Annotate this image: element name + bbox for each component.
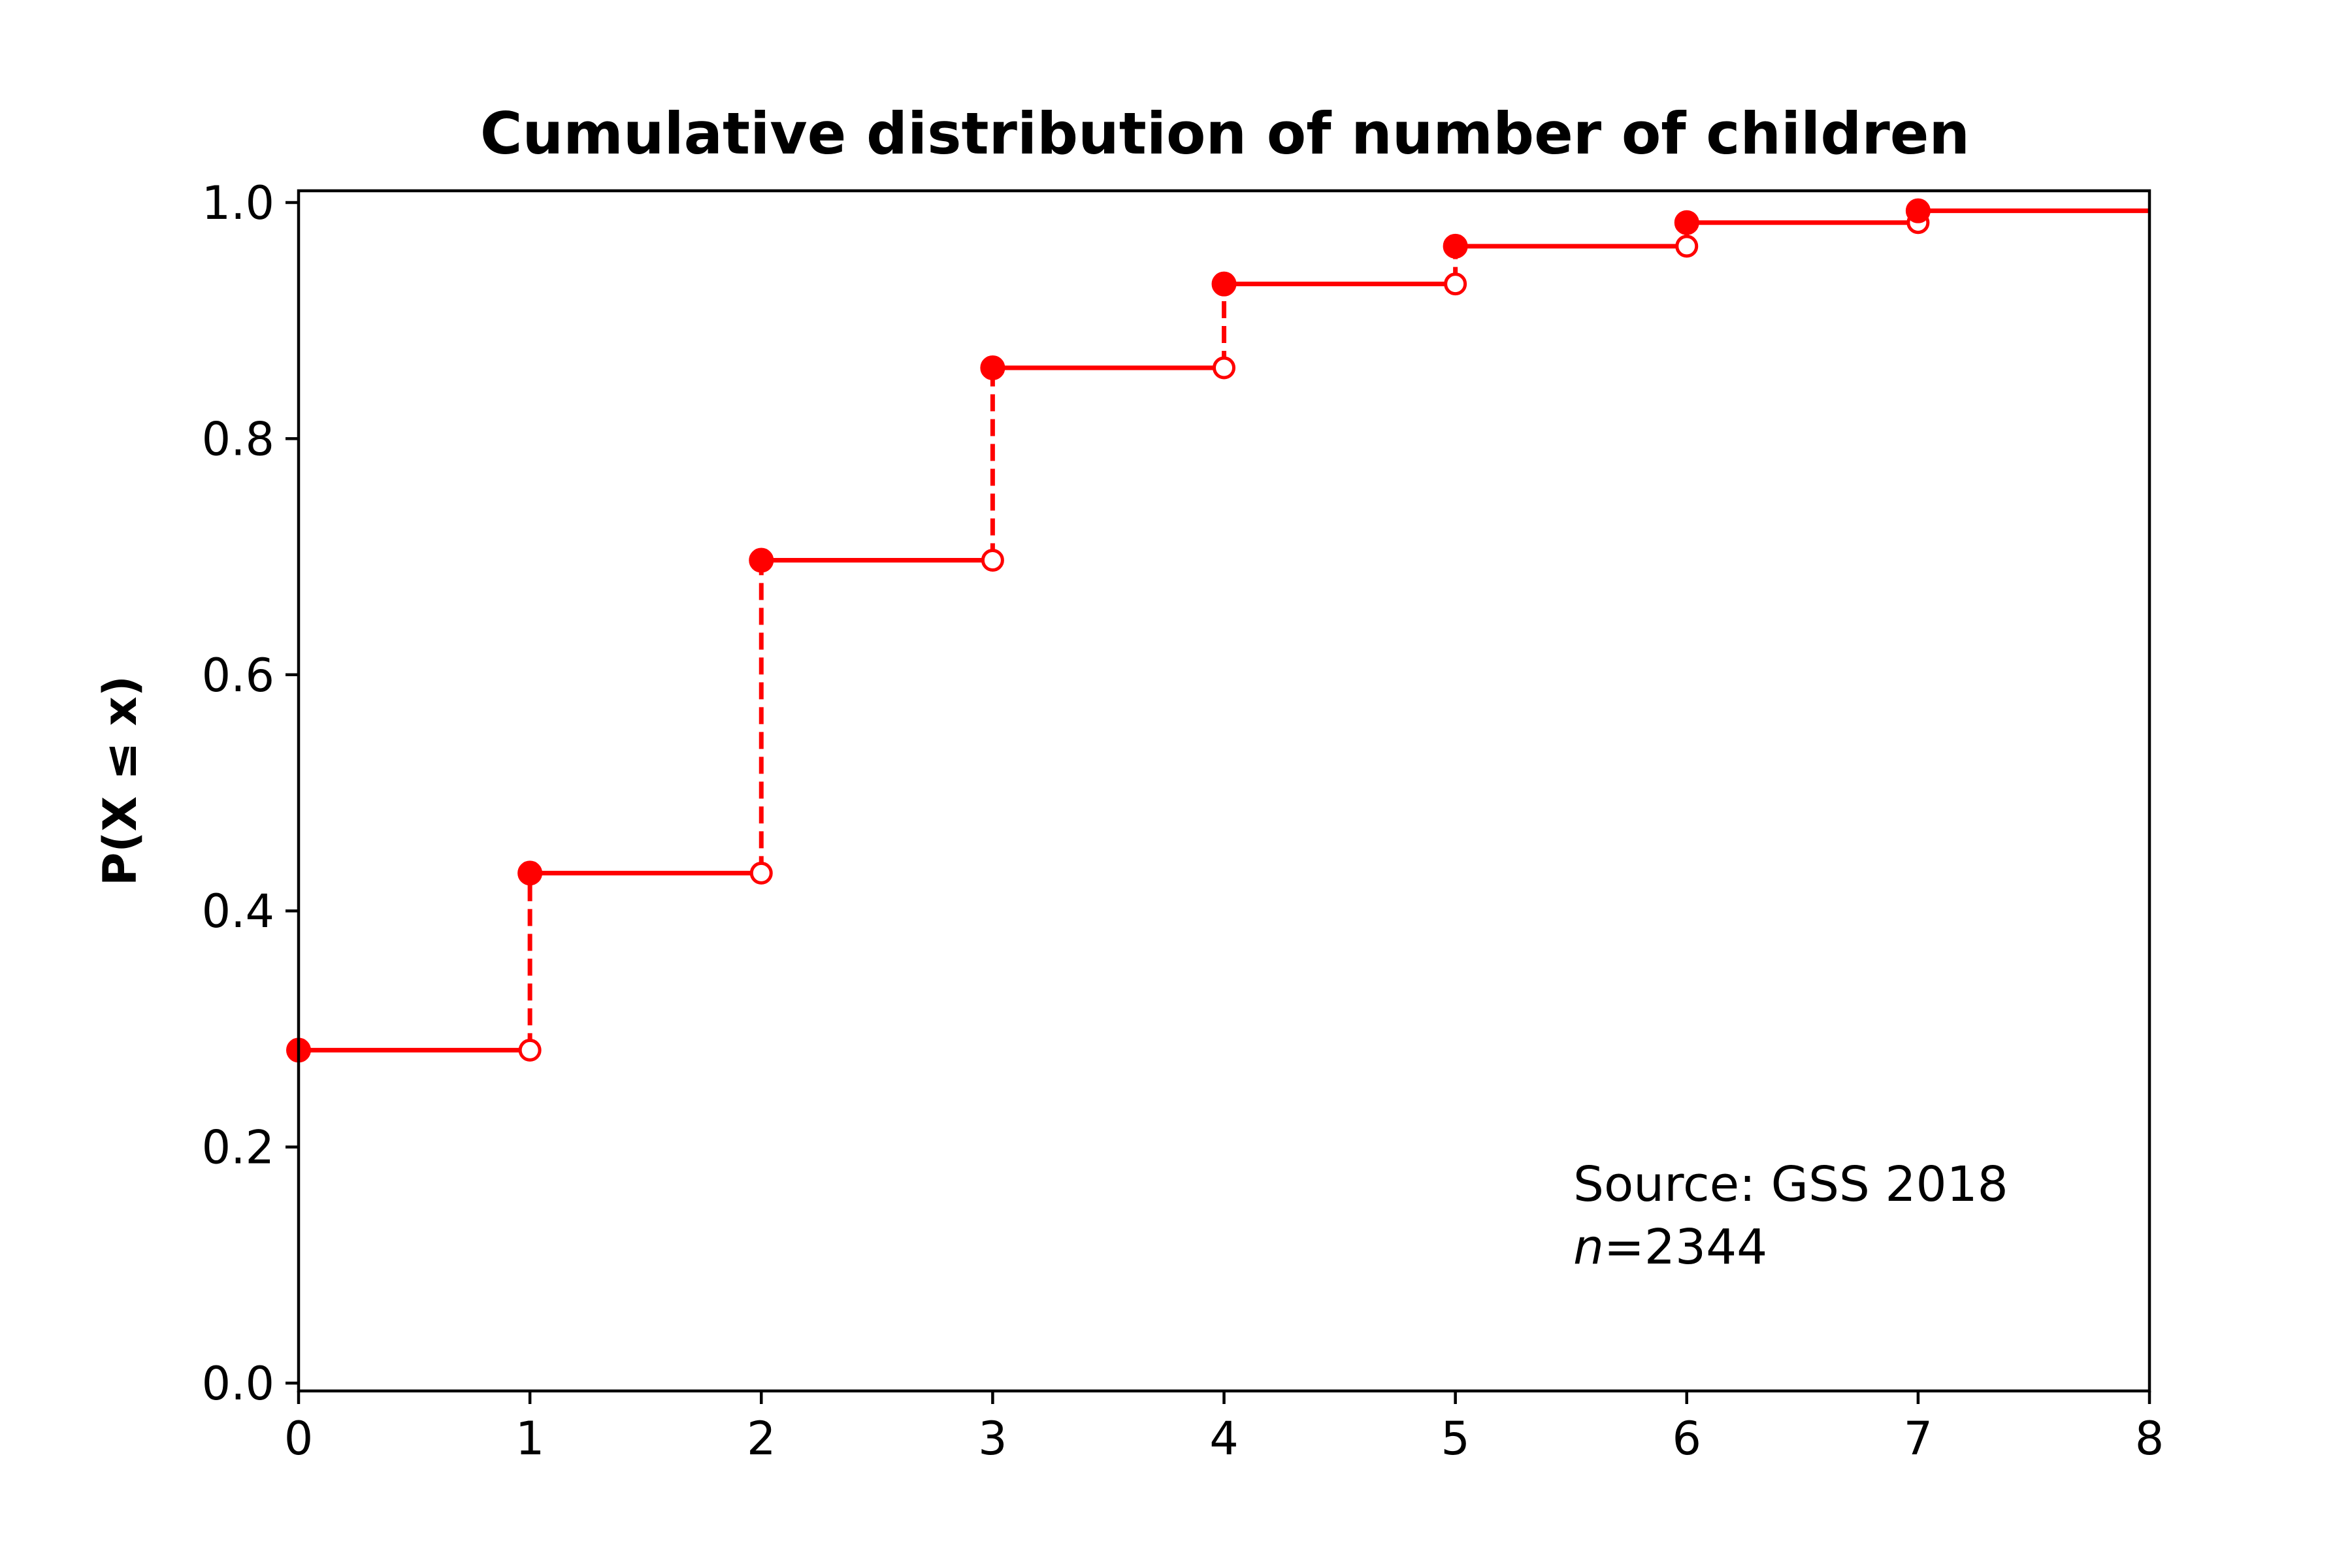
closed-point-1 (517, 860, 543, 886)
chart-title: Cumulative distribution of number of chi… (480, 100, 1970, 167)
source-annotation: Source: GSS 2018 (1573, 1156, 2008, 1213)
x-tick-label-0: 0 (284, 1412, 314, 1465)
y-tick-label-2: 0.4 (202, 885, 274, 938)
open-point-6 (1675, 235, 1699, 258)
x-tick-label-1: 1 (515, 1412, 545, 1465)
y-tick-label-4: 0.8 (202, 412, 274, 466)
open-point-2 (749, 861, 773, 885)
x-axis-ticks: 0 1 2 3 4 5 6 7 8 (284, 1391, 2164, 1465)
x-tick-label-5: 5 (1441, 1412, 1470, 1465)
x-tick-label-3: 3 (978, 1412, 1007, 1465)
closed-point-5 (1443, 233, 1468, 259)
open-point-3 (981, 549, 1004, 572)
open-point-1 (518, 1038, 542, 1062)
closed-point-3 (980, 355, 1005, 380)
closed-point-7 (1905, 198, 1931, 223)
x-tick-label-8: 8 (2135, 1412, 2164, 1465)
y-tick-label-5: 1.0 (202, 176, 274, 230)
y-tick-label-1: 0.2 (202, 1121, 274, 1175)
x-tick-label-4: 4 (1209, 1412, 1239, 1465)
sample-size-annotation: n=2344 (1573, 1219, 1767, 1275)
closed-point-2 (749, 547, 774, 573)
y-axis-label: P(X ≤ x) (93, 676, 147, 886)
x-tick-label-6: 6 (1672, 1412, 1701, 1465)
open-point-4 (1213, 356, 1235, 380)
sample-size-symbol: n (1573, 1219, 1604, 1275)
plot-frame (297, 189, 2151, 1393)
y-axis-ticks: 0.0 0.2 0.4 0.6 0.8 1.0 (202, 176, 299, 1411)
closed-point-4 (1211, 271, 1237, 297)
closed-point-6 (1674, 210, 1699, 235)
x-tick-label-7: 7 (1904, 1412, 1933, 1465)
sample-size-value: =2344 (1604, 1219, 1767, 1275)
y-tick-label-3: 0.6 (202, 649, 274, 702)
plot-marks (286, 198, 2149, 1063)
x-tick-label-2: 2 (747, 1412, 776, 1465)
open-point-5 (1444, 272, 1467, 296)
y-tick-label-0: 0.0 (202, 1357, 274, 1411)
